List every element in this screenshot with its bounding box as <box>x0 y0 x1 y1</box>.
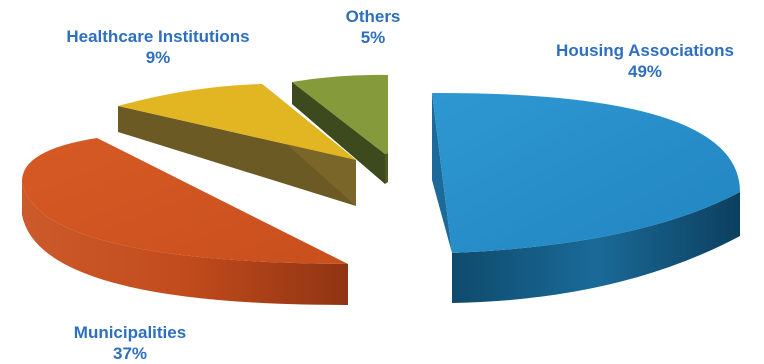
value-label: 37% <box>112 344 148 363</box>
value-label: 9% <box>145 48 171 67</box>
category-label: Municipalities <box>73 323 187 342</box>
label-housing-associations: Housing Associations 49% <box>530 40 760 82</box>
label-healthcare-institutions: Healthcare Institutions 9% <box>38 26 278 68</box>
pie-slice-housing-associations <box>432 92 740 303</box>
category-label: Housing Associations <box>556 41 734 60</box>
category-label: Others <box>345 7 401 26</box>
value-label: 5% <box>360 28 386 47</box>
category-label: Healthcare Institutions <box>66 27 250 46</box>
value-label: 49% <box>627 62 663 81</box>
pie-slice-municipalities <box>21 138 348 305</box>
pie-slice-healthcare-institutions <box>118 84 356 206</box>
pie-slice-others <box>292 74 388 184</box>
label-others: Others 5% <box>318 6 428 48</box>
label-municipalities: Municipalities 37% <box>40 322 220 364</box>
